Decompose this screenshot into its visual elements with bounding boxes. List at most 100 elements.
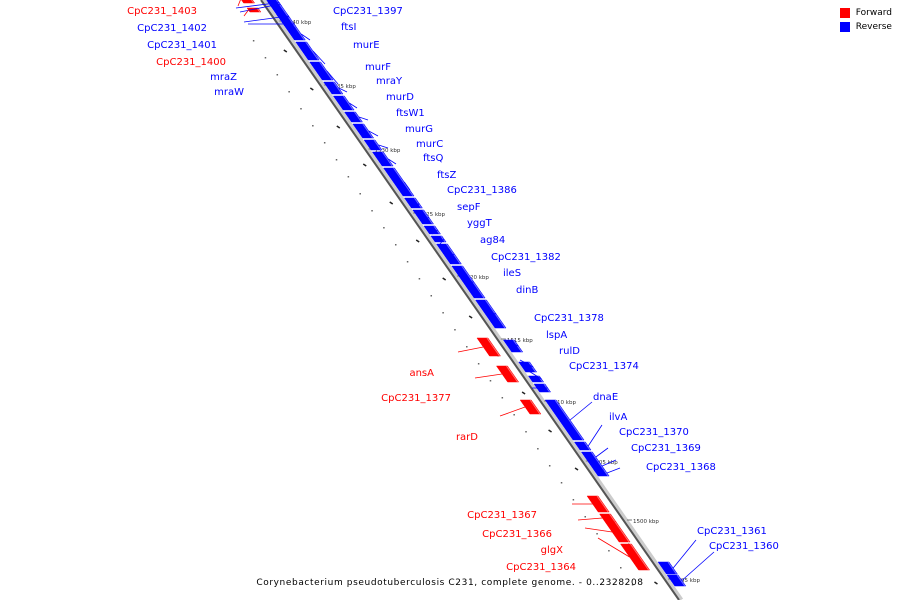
strand-dot [501, 397, 504, 399]
gene-murE[interactable] [295, 41, 320, 61]
gene-label[interactable]: rulD [559, 346, 580, 357]
gene-highlight [393, 167, 414, 197]
gene-label-leader [519, 359, 534, 368]
gene-CpC231_1367[interactable] [586, 495, 610, 513]
gene-ftsQ[interactable] [371, 151, 394, 167]
gene-label[interactable]: CpC231_1401 [147, 40, 217, 51]
gene-murG[interactable] [352, 123, 375, 139]
gene-label[interactable]: sepF [457, 202, 481, 213]
gene-label[interactable]: lspA [546, 330, 567, 341]
strand-dot [477, 363, 480, 365]
gene-label[interactable]: CpC231_1377 [381, 393, 451, 404]
gene-highlight [250, 0, 255, 4]
gene-murF[interactable] [309, 61, 334, 81]
gene-label[interactable]: CpC231_1386 [447, 185, 517, 196]
gene-CpC231_1360[interactable] [666, 574, 687, 587]
gene-label[interactable]: glgX [541, 545, 563, 556]
gene-label[interactable]: CpC231_1402 [137, 23, 207, 34]
gene-highlight [597, 461, 605, 471]
gene-label[interactable]: CpC231_1397 [333, 6, 403, 17]
gene-label-leader [312, 50, 326, 65]
gene-ftsW1[interactable] [344, 111, 363, 123]
gene-label-leader [239, 3, 281, 13]
gene-ansA[interactable] [476, 337, 501, 357]
gene-CpC231_1361[interactable] [657, 561, 678, 575]
gene-label[interactable]: ftsI [341, 22, 356, 33]
strand-dot [359, 193, 361, 195]
gene-label[interactable]: CpC231_1370 [619, 427, 689, 438]
gene-label[interactable]: murG [405, 124, 433, 135]
gene-label[interactable]: ftsZ [437, 170, 456, 181]
gene-label[interactable]: CpC231_1368 [646, 462, 716, 473]
gene-label[interactable]: murD [386, 92, 414, 103]
gene-ftsZ[interactable] [383, 167, 415, 197]
tick-label: 1510 kbp [550, 400, 576, 406]
legend-item-forward: Forward [839, 8, 892, 18]
gene-label[interactable]: ansA [409, 368, 434, 379]
gene-label[interactable]: murF [365, 62, 391, 73]
tick-label: 1520 kbp [463, 275, 489, 281]
gene-mraY[interactable] [323, 81, 344, 95]
gene-CpC231_1364[interactable] [620, 543, 651, 571]
gene-label[interactable]: yggT [467, 218, 493, 229]
gene-highlight [422, 209, 433, 225]
gene-ftsI[interactable] [285, 27, 306, 41]
gene-label[interactable]: murE [353, 40, 380, 51]
strand-dash [336, 125, 341, 129]
gene-label[interactable]: CpC231_1369 [631, 443, 701, 454]
gene-glgX[interactable] [604, 521, 631, 543]
gene-label[interactable]: ileS [503, 268, 521, 279]
gene-label-leader [338, 87, 348, 93]
gene-sepF[interactable] [412, 209, 435, 225]
gene-highlight [440, 235, 446, 243]
gene-murC[interactable] [363, 139, 383, 151]
gene-label[interactable]: CpC231_1374 [569, 361, 639, 372]
gene-label-leader [584, 527, 613, 533]
strand-dot [620, 567, 622, 569]
gene-label[interactable]: ag84 [480, 235, 505, 246]
gene-label[interactable]: CpC231_1367 [467, 510, 537, 521]
gene-label-leader [431, 229, 438, 235]
strand-dot [335, 159, 338, 161]
gene-label[interactable]: CpC231_1366 [482, 529, 552, 540]
gene-label[interactable]: ftsQ [423, 153, 443, 164]
gene-label[interactable]: mraZ [210, 72, 237, 83]
gene-highlight [381, 151, 393, 167]
gene-label[interactable]: CpC231_1382 [491, 252, 561, 263]
gene-label[interactable]: CpC231_1360 [709, 541, 779, 552]
gene-CpC231_1400[interactable] [246, 7, 262, 13]
gene-murD[interactable] [332, 95, 355, 111]
gene-label[interactable]: dnaE [593, 392, 618, 403]
gene-label[interactable]: mraW [214, 87, 244, 98]
gene-label[interactable]: ilvA [609, 412, 627, 423]
gene-CpC231_1403[interactable] [238, 0, 256, 4]
gene-CpC231_1382[interactable] [436, 243, 462, 265]
gene-label[interactable]: mraY [376, 76, 403, 87]
gene-ilvA[interactable] [573, 441, 592, 451]
gene-label[interactable]: CpC231_1364 [506, 562, 576, 573]
gene-label[interactable]: CpC231_1400 [156, 57, 226, 68]
strand-dot [288, 91, 290, 93]
gene-label-leader [504, 339, 519, 347]
gene-label-leader [587, 424, 603, 447]
gene-label[interactable]: murC [416, 139, 443, 150]
gene-CpC231_1378[interactable] [502, 339, 524, 353]
gene-label[interactable]: dinB [516, 285, 538, 296]
strand-dot [525, 431, 527, 433]
gene-highlight [590, 451, 599, 463]
gene-dnaE[interactable] [544, 399, 585, 441]
gene-label[interactable]: ftsW1 [396, 108, 425, 119]
strand-dot [312, 125, 314, 127]
gene-yggT[interactable] [423, 225, 441, 235]
gene-label[interactable]: rarD [456, 432, 478, 443]
gene-label[interactable]: CpC231_1361 [697, 526, 767, 537]
gene-dinB[interactable] [475, 299, 507, 329]
gene-highlight [486, 337, 500, 357]
gene-label[interactable]: CpC231_1378 [534, 313, 604, 324]
gene-CpC231_1368[interactable] [593, 469, 610, 477]
gene-rarD[interactable] [519, 399, 542, 415]
gene-CpC231_1377[interactable] [496, 365, 520, 383]
gene-lspA[interactable] [518, 361, 538, 373]
gene-label[interactable]: CpC231_1403 [127, 6, 197, 17]
